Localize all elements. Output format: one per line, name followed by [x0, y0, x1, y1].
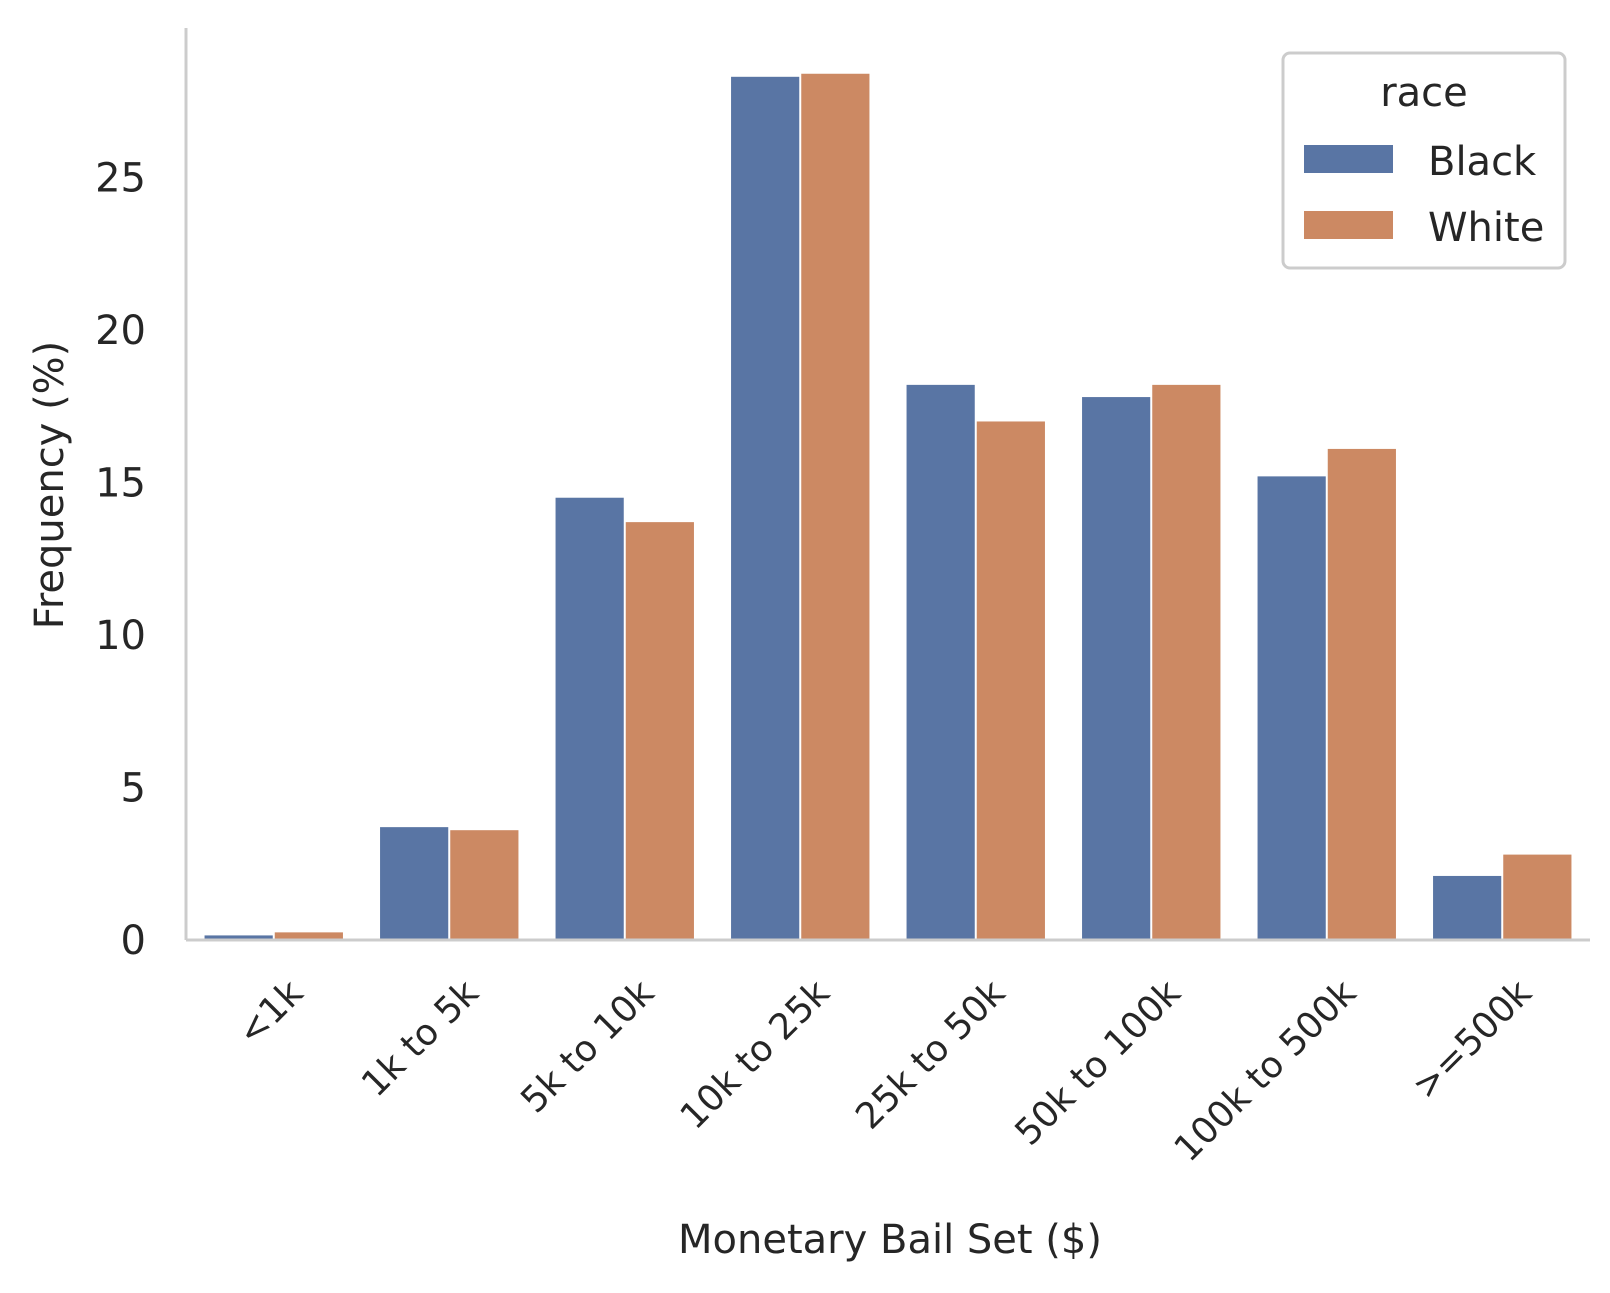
- x-tick-label: 10k to 25k: [673, 972, 838, 1137]
- bar-white-7: [1503, 854, 1572, 940]
- bar-black-1: [380, 827, 449, 940]
- x-axis-label: Monetary Bail Set ($): [678, 1217, 1102, 1263]
- bar-white-2: [625, 522, 694, 940]
- x-tick-label: 5k to 10k: [513, 972, 662, 1121]
- legend-swatch-white: [1304, 211, 1393, 239]
- bar-white-4: [976, 421, 1045, 941]
- bar-black-2: [555, 497, 624, 940]
- bar-black-7: [1433, 875, 1502, 940]
- bar-white-3: [801, 73, 870, 940]
- legend-swatch-black: [1304, 145, 1393, 173]
- axes: [184, 28, 1590, 942]
- x-tick-label: 100k to 500k: [1167, 972, 1364, 1169]
- y-tick-label: 20: [95, 308, 146, 354]
- x-tick-label: >=500k: [1405, 972, 1540, 1107]
- legend: race Black White: [1281, 51, 1567, 270]
- y-tick-label: 10: [95, 613, 146, 659]
- x-tick-label: 25k to 50k: [848, 972, 1013, 1137]
- bar-white-1: [450, 830, 519, 940]
- bars: [204, 73, 1572, 941]
- bar-black-0: [204, 935, 273, 940]
- legend-label-black: Black: [1428, 139, 1537, 185]
- x-tick-labels: <1k 1k to 5k 5k to 10k 10k to 25k 25k to 50k…: [230, 972, 1540, 1170]
- x-tick-label: 50k to 100k: [1007, 972, 1188, 1153]
- y-tick-label: 0: [121, 918, 146, 964]
- bar-white-5: [1152, 384, 1221, 940]
- legend-label-white: White: [1428, 205, 1544, 251]
- y-tick-label: 25: [95, 155, 146, 201]
- y-axis-label: Frequency (%): [27, 341, 73, 630]
- legend-title: race: [1380, 70, 1468, 116]
- bar-white-0: [274, 932, 343, 940]
- x-tick-label: <1k: [230, 972, 311, 1053]
- y-tick-label: 5: [121, 765, 146, 811]
- bar-black-6: [1257, 476, 1326, 940]
- y-tick-labels: 0 5 10 15 20 25: [95, 155, 146, 964]
- bar-black-5: [1082, 397, 1151, 940]
- bar-black-3: [731, 76, 800, 941]
- y-tick-label: 15: [95, 460, 146, 506]
- x-tick-label: 1k to 5k: [354, 972, 487, 1105]
- bar-black-4: [906, 384, 975, 940]
- bar-white-6: [1327, 448, 1396, 940]
